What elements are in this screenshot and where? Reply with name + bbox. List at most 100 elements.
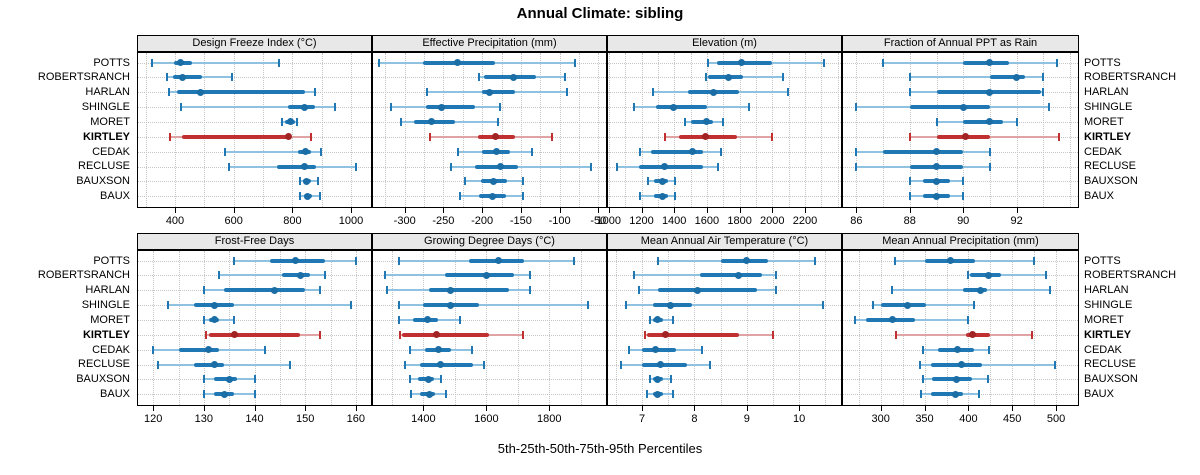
cap-5th	[389, 103, 392, 111]
percentile-row-kirtley	[608, 132, 841, 142]
range-25-75	[182, 134, 291, 139]
x-tick	[880, 406, 882, 411]
median-dot	[230, 331, 238, 339]
v-gridline	[690, 53, 692, 207]
percentile-row-recluse	[373, 162, 606, 172]
cap-95th	[233, 315, 236, 324]
x-tick-label: 450	[1003, 413, 1022, 425]
cap-95th	[289, 360, 291, 369]
x-tick	[746, 406, 748, 411]
v-gridline	[936, 53, 938, 207]
median-dot	[300, 103, 308, 111]
x-tick	[305, 406, 307, 411]
x-tick	[608, 208, 610, 213]
station-label-left-robertsranch: ROBERTSRANCH	[37, 71, 130, 84]
v-gridline	[229, 251, 231, 405]
percentile-row-kirtley	[373, 330, 606, 340]
panel-strip-fraction-of-annual-ppt-as-rain: Fraction of Annual PPT as Rain	[842, 35, 1079, 52]
cap-95th	[962, 192, 965, 201]
percentile-row-baux	[138, 191, 371, 201]
h-gridline	[138, 121, 371, 123]
station-label-right-potts: POTTS	[1084, 56, 1121, 69]
percentile-row-cedak	[608, 345, 841, 355]
cap-5th	[919, 360, 922, 369]
station-label-right-kirtley: KIRTLEY	[1084, 130, 1132, 143]
percentile-row-harlan	[843, 285, 1078, 295]
h-gridline	[138, 181, 371, 183]
v-gridline	[657, 53, 659, 207]
v-gridline	[825, 251, 827, 405]
x-tick-label: 1600	[474, 413, 499, 425]
percentile-row-shingle	[608, 102, 841, 112]
cap-95th	[589, 162, 592, 171]
percentile-row-robertsranch	[843, 270, 1078, 280]
h-gridline	[373, 379, 606, 381]
x-tick	[856, 208, 858, 213]
median-dot	[1013, 73, 1021, 81]
percentile-row-kirtley	[843, 330, 1078, 340]
median-dot	[933, 148, 940, 156]
cap-5th	[707, 58, 710, 67]
cap-95th	[673, 177, 676, 186]
median-dot	[903, 301, 911, 309]
percentile-row-bauxson	[138, 176, 371, 186]
v-gridline	[517, 251, 519, 405]
v-gridline	[423, 251, 425, 405]
v-gridline	[625, 53, 627, 207]
percentile-row-recluse	[608, 360, 841, 370]
cap-5th	[464, 177, 467, 186]
range-5-95	[168, 304, 351, 306]
percentile-row-moret	[608, 117, 841, 127]
median-dot	[654, 390, 662, 398]
percentile-row-bauxson	[138, 374, 371, 384]
median-dot	[662, 331, 670, 339]
panel-strip-mean-annual-air-temperature-c: Mean Annual Air Temperature (°C)	[607, 233, 842, 250]
cap-5th	[202, 286, 205, 295]
cap-5th	[643, 330, 646, 339]
percentile-row-baux	[608, 389, 841, 399]
percentile-row-recluse	[843, 360, 1078, 370]
x-tick-label: 120	[144, 413, 163, 425]
x-tick-label: 2000	[760, 215, 785, 227]
median-dot	[977, 286, 985, 294]
x-tick-label: -300	[393, 215, 416, 227]
v-gridline	[254, 251, 256, 405]
v-gridline	[788, 53, 790, 207]
cap-5th	[398, 315, 401, 324]
v-gridline	[746, 251, 748, 405]
median-dot	[493, 148, 501, 156]
x-tick	[423, 406, 425, 411]
median-dot	[986, 118, 994, 126]
h-gridline	[373, 364, 606, 366]
h-gridline	[373, 349, 606, 351]
x-tick-label: 140	[245, 413, 264, 425]
x-tick	[739, 208, 741, 213]
x-tick-label: 2200	[792, 215, 818, 227]
cap-95th	[673, 192, 676, 201]
cap-95th	[709, 360, 712, 369]
cap-5th	[648, 315, 651, 324]
cap-5th	[205, 330, 208, 339]
median-dot	[986, 88, 994, 96]
station-label-right-kirtley: KIRTLEY	[1084, 328, 1132, 341]
cap-95th	[253, 390, 256, 399]
x-tick-label: 1800	[727, 215, 752, 227]
percentile-row-kirtley	[608, 330, 841, 340]
x-tick-label: -100	[548, 215, 571, 227]
percentile-row-recluse	[843, 162, 1078, 172]
x-tick	[355, 406, 357, 411]
percentile-row-robertsranch	[138, 72, 371, 82]
v-gridline	[883, 53, 885, 207]
v-gridline	[145, 53, 147, 207]
median-dot	[509, 73, 517, 81]
v-gridline	[330, 251, 332, 405]
cap-95th	[774, 286, 777, 295]
cap-5th	[855, 162, 858, 171]
percentile-row-baux	[373, 389, 606, 399]
h-gridline	[608, 394, 841, 396]
median-dot	[703, 118, 711, 126]
cap-5th	[882, 58, 885, 67]
v-gridline	[1016, 53, 1018, 207]
station-label-right-shingle: SHINGLE	[1084, 299, 1133, 312]
cap-5th	[280, 117, 283, 126]
